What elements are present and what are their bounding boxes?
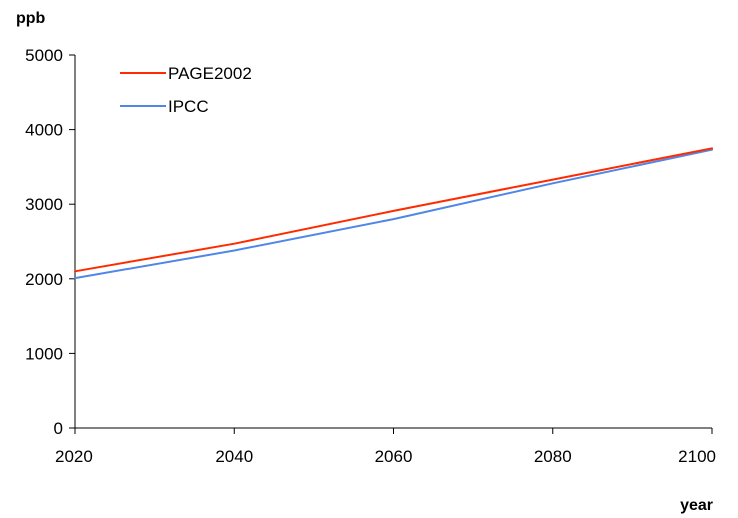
legend-label-page2002: PAGE2002 bbox=[168, 64, 252, 83]
x-tick-label: 2060 bbox=[375, 447, 413, 466]
legend-label-ipcc: IPCC bbox=[168, 97, 209, 116]
series-lines bbox=[74, 147, 713, 280]
y-axis-title: ppb bbox=[16, 10, 46, 27]
x-tick-label: 2100 bbox=[678, 447, 716, 466]
y-ticks: 0 1000 2000 3000 4000 5000 bbox=[25, 46, 75, 438]
x-tick-label: 2040 bbox=[215, 447, 253, 466]
x-ticks: 2020 2040 2060 2080 2100 bbox=[55, 428, 716, 466]
legend: PAGE2002 IPCC bbox=[120, 64, 252, 116]
x-axis-title: year bbox=[680, 497, 713, 514]
y-tick-label: 2000 bbox=[25, 270, 63, 289]
y-tick-label: 1000 bbox=[25, 344, 63, 363]
y-tick-label: 0 bbox=[54, 419, 63, 438]
series-line-page2002 bbox=[74, 147, 713, 273]
y-tick-label: 3000 bbox=[25, 195, 63, 214]
y-tick-label: 5000 bbox=[25, 46, 63, 65]
y-tick-label: 4000 bbox=[25, 121, 63, 140]
series-line-ipcc bbox=[74, 148, 713, 280]
x-tick-label: 2020 bbox=[55, 447, 93, 466]
x-tick-label: 2080 bbox=[534, 447, 572, 466]
